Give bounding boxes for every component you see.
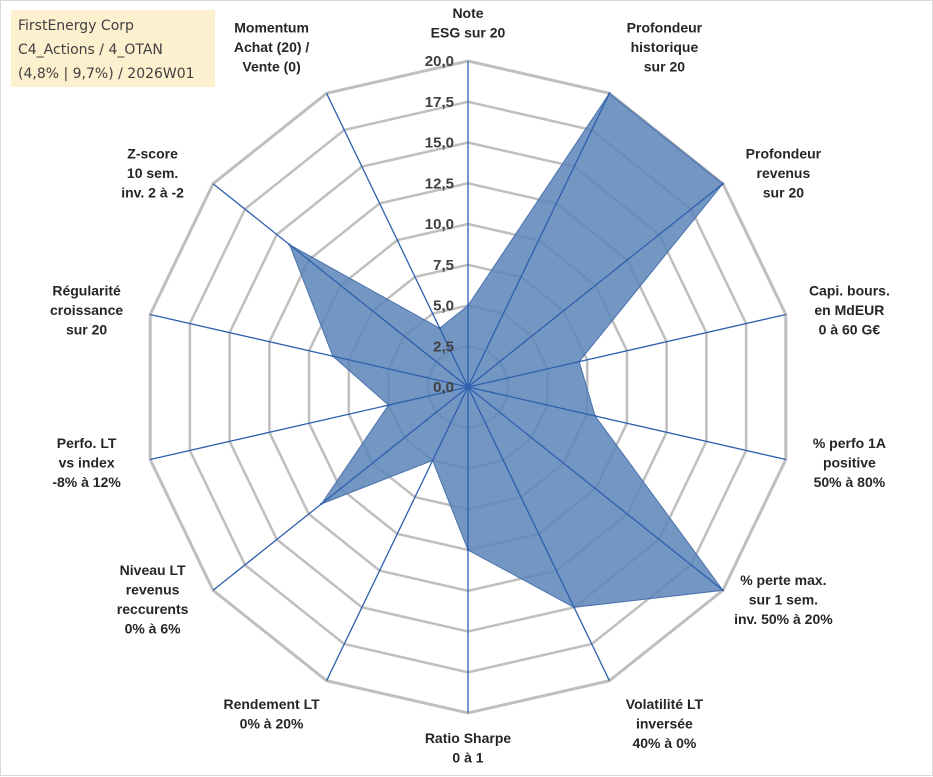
chart-subtitle-category: C4_Actions / 4_OTAN (18, 42, 163, 58)
axis-label-1-line-1: historique (631, 39, 699, 55)
axis-label-4-line-0: % perfo 1A (813, 435, 886, 451)
axis-label-8: Rendement LT 0% à 20% (223, 696, 320, 732)
axis-label-13: Momentum Achat (20) / Vente (0) (234, 19, 310, 74)
tick-label-0: 0,0 (433, 379, 454, 396)
axis-spoke-4 (467, 386, 786, 461)
axis-spoke-11 (150, 313, 469, 388)
axis-label-0-line-1: ESG sur 20 (431, 25, 506, 41)
axis-label-8-line-0: Rendement LT (223, 696, 320, 712)
axis-spoke-9 (212, 386, 469, 591)
axis-label-0-line-0: Note (452, 5, 483, 21)
axis-label-13-line-0: Momentum (234, 19, 309, 35)
axis-label-2-line-0: Profondeur (746, 146, 822, 162)
axis-label-6-line-1: inversée (636, 716, 693, 732)
tick-label-8: 20,0 (425, 53, 454, 70)
axis-label-12-line-2: inv. 2 à -2 (121, 185, 184, 201)
axis-label-4: % perfo 1A positive 50% à 80% (813, 435, 886, 490)
axis-label-3-line-0: Capi. bours. (809, 283, 890, 299)
axis-label-13-line-2: Vente (0) (242, 58, 300, 74)
axis-label-3-line-2: 0 à 60 G€ (819, 322, 881, 338)
axis-label-9-line-0: Niveau LT (120, 562, 186, 578)
axis-spoke-8 (326, 386, 469, 681)
axis-label-1-line-0: Profondeur (627, 19, 703, 35)
axis-label-3-line-1: en MdEUR (814, 302, 884, 318)
axis-label-5-line-0: % perte max. (740, 572, 826, 588)
axis-label-6-line-0: Volatilité LT (626, 696, 704, 712)
radar-spokes (150, 61, 786, 713)
axis-label-1-line-2: sur 20 (644, 58, 685, 74)
tick-label-5: 12,5 (425, 175, 454, 192)
axis-label-7-line-1: 0 à 1 (452, 750, 483, 766)
axis-label-12-line-0: Z-score (127, 146, 178, 162)
axis-label-11-line-2: sur 20 (66, 322, 107, 338)
axis-spoke-5 (467, 386, 724, 591)
axis-spoke-3 (467, 313, 786, 388)
axis-label-11: Régularité croissance sur 20 (50, 283, 123, 338)
axis-label-11-line-1: croissance (50, 302, 123, 318)
chart-subtitle-stats: (4,8% | 9,7%) / 2026W01 (18, 66, 195, 82)
axis-label-4-line-2: 50% à 80% (814, 474, 886, 490)
chart-title: FirstEnergy Corp (18, 18, 134, 34)
axis-label-9-line-1: revenus (126, 582, 180, 598)
axis-spoke-2 (467, 183, 724, 388)
tick-label-7: 17,5 (425, 94, 454, 111)
axis-label-5-line-1: sur 1 sem. (749, 592, 818, 608)
series-area-0 (288, 92, 724, 608)
axis-spoke-12 (212, 183, 469, 388)
tick-label-4: 10,0 (425, 216, 454, 233)
axis-label-10-line-0: Perfo. LT (57, 435, 117, 451)
axis-label-5-line-2: inv. 50% à 20% (734, 611, 833, 627)
axis-label-2-line-2: sur 20 (763, 185, 804, 201)
axis-label-0: Note ESG sur 20 (431, 5, 506, 41)
axis-spoke-6 (467, 386, 610, 681)
radar-tick-labels: 0,0 2,5 5,0 7,5 10,0 12,5 15,0 17,5 20,0 (425, 53, 454, 396)
axis-spoke-1 (467, 93, 610, 388)
axis-label-5: % perte max. sur 1 sem. inv. 50% à 20% (734, 572, 833, 627)
radar-series (288, 92, 725, 609)
axis-label-9: Niveau LT revenus reccurents 0% à 6% (117, 562, 189, 637)
axis-label-13-line-1: Achat (20) / (234, 39, 310, 55)
axis-label-2-line-1: revenus (757, 165, 811, 181)
axis-label-7: Ratio Sharpe 0 à 1 (425, 730, 512, 766)
axis-label-3: Capi. bours. en MdEUR 0 à 60 G€ (809, 283, 890, 338)
chart-title-box: FirstEnergy Corp C4_Actions / 4_OTAN (4,… (11, 10, 215, 87)
axis-label-11-line-0: Régularité (52, 283, 121, 299)
axis-spoke-10 (150, 386, 469, 461)
tick-label-3: 7,5 (433, 257, 454, 274)
axis-label-8-line-1: 0% à 20% (240, 716, 304, 732)
radar-axis-labels: Note ESG sur 20 Profondeur historique sur 20… (50, 5, 890, 766)
axis-label-2: Profondeur revenus sur 20 (746, 146, 822, 201)
axis-label-9-line-3: 0% à 6% (125, 621, 182, 637)
axis-label-9-line-2: reccurents (117, 601, 189, 617)
axis-spoke-13 (326, 93, 469, 388)
axis-label-4-line-1: positive (823, 454, 876, 470)
tick-label-6: 15,0 (425, 135, 454, 152)
axis-label-12: Z-score 10 sem. inv. 2 à -2 (121, 146, 184, 201)
tick-label-1: 2,5 (433, 338, 454, 355)
axis-label-10: Perfo. LT vs index -8% à 12% (52, 435, 121, 490)
axis-label-7-line-0: Ratio Sharpe (425, 730, 512, 746)
axis-label-12-line-1: 10 sem. (127, 165, 178, 181)
tick-label-2: 5,0 (433, 298, 454, 315)
axis-label-10-line-1: vs index (59, 454, 115, 470)
axis-label-10-line-2: -8% à 12% (52, 474, 121, 490)
axis-label-6: Volatilité LT inversée 40% à 0% (626, 696, 704, 751)
axis-label-1: Profondeur historique sur 20 (627, 19, 703, 74)
axis-label-6-line-2: 40% à 0% (632, 735, 696, 751)
